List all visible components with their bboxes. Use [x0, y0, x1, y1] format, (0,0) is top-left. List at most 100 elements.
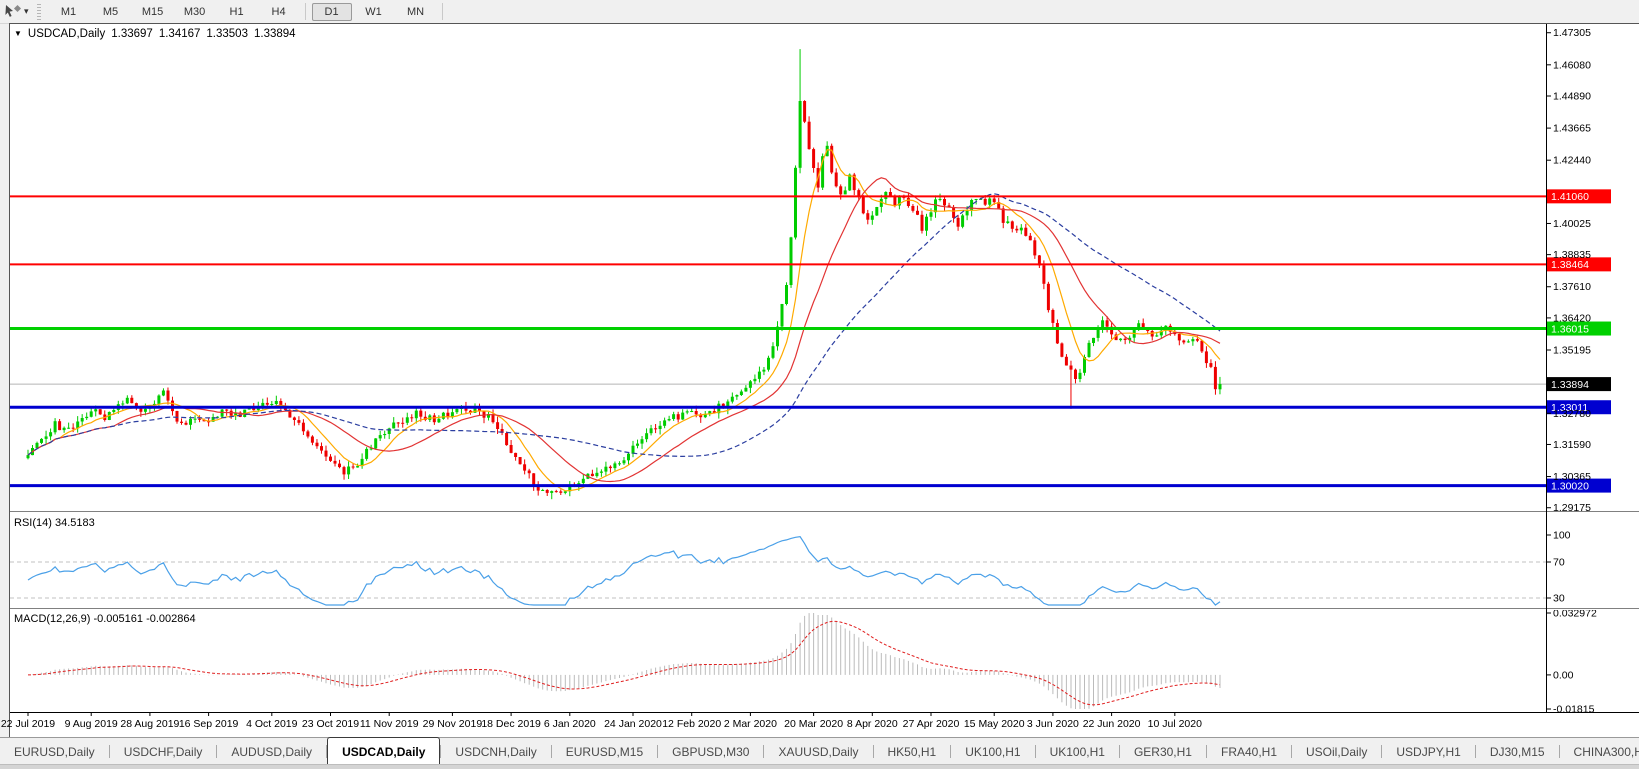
ohlc-open: 1.33697 — [111, 28, 153, 40]
svg-text:10 Jul 2020: 10 Jul 2020 — [1148, 718, 1202, 730]
timeframe-button-m15[interactable]: M15 — [141, 5, 164, 18]
ohlc-high: 1.34167 — [158, 28, 201, 40]
ohlc-close: 1.33894 — [253, 28, 296, 40]
tab-separator — [1291, 745, 1293, 758]
svg-text:11 Nov 2019: 11 Nov 2019 — [360, 718, 419, 730]
svg-text:1.40025: 1.40025 — [1553, 218, 1591, 230]
chart-title: ▼ USDCAD,Daily 1.33697 1.34167 1.33503 1.3389… — [14, 28, 296, 40]
chart-area: 1.41060 1.38464 1.36015 1.33011 1.30020 1.338… — [0, 23, 1639, 737]
tab-separator — [108, 745, 110, 758]
tab-uk100-h1[interactable]: UK100,H1 — [1049, 744, 1105, 759]
status-strip — [0, 764, 1639, 769]
tab-eurusd-daily[interactable]: EURUSD,Daily — [14, 744, 95, 759]
chart-collapse-icon[interactable]: ▼ — [14, 29, 22, 38]
svg-text:9 Aug 2019: 9 Aug 2019 — [65, 718, 118, 730]
tab-separator — [657, 745, 659, 758]
svg-text:22 Jul 2019: 22 Jul 2019 — [1, 718, 55, 730]
tab-china300-h4[interactable]: CHINA300,H4 — [1573, 744, 1639, 759]
svg-text:-0.01815: -0.01815 — [1553, 704, 1595, 716]
svg-text:28 Aug 2019: 28 Aug 2019 — [120, 718, 179, 730]
timeframe-button-mn[interactable]: MN — [406, 5, 425, 18]
svg-text:15 May 2020: 15 May 2020 — [964, 718, 1025, 730]
tab-fra40-h1[interactable]: FRA40,H1 — [1220, 744, 1278, 759]
svg-text:1.44890: 1.44890 — [1553, 91, 1591, 103]
chart-canvas[interactable]: 1.41060 1.38464 1.36015 1.33011 1.30020 1.338… — [0, 23, 1639, 737]
rsi-indicator-label: RSI(14) 34.5183 — [14, 517, 95, 529]
timeframe-button-m5[interactable]: M5 — [102, 5, 119, 18]
svg-text:1.35195: 1.35195 — [1553, 345, 1591, 357]
svg-text:0.00: 0.00 — [1553, 669, 1574, 681]
svg-text:70: 70 — [1553, 557, 1565, 569]
tab-usdchf-daily[interactable]: USDCHF,Daily — [123, 744, 203, 759]
tab-separator — [763, 745, 765, 758]
tab-separator — [1034, 745, 1036, 758]
timeframe-button-m30[interactable]: M30 — [183, 5, 206, 18]
svg-text:20 Mar 2020: 20 Mar 2020 — [784, 718, 843, 730]
timeframe-button-h4[interactable]: H4 — [271, 5, 286, 18]
svg-text:27 Apr 2020: 27 Apr 2020 — [903, 718, 960, 730]
toolbar-grip-handle[interactable] — [36, 3, 41, 20]
timeframe-button-d1[interactable]: D1 — [311, 2, 352, 21]
tab-separator — [550, 745, 552, 758]
ohlc-low: 1.33503 — [206, 28, 248, 40]
chart-symbol: USDCAD,Daily — [27, 28, 106, 40]
svg-text:100: 100 — [1553, 530, 1571, 542]
svg-text:1.38464: 1.38464 — [1551, 259, 1589, 271]
svg-text:1.30020: 1.30020 — [1551, 480, 1589, 492]
tab-usdcnh-daily[interactable]: USDCNH,Daily — [455, 744, 537, 759]
tab-audusd-daily[interactable]: AUDUSD,Daily — [231, 744, 313, 759]
svg-text:8 Apr 2020: 8 Apr 2020 — [847, 718, 898, 730]
tab-gbpusd-m30[interactable]: GBPUSD,M30 — [672, 744, 750, 759]
svg-text:1.38835: 1.38835 — [1553, 249, 1591, 261]
svg-text:6 Jan 2020: 6 Jan 2020 — [544, 718, 596, 730]
tab-dj30-m15[interactable]: DJ30,M15 — [1489, 744, 1545, 759]
svg-text:1.30365: 1.30365 — [1553, 471, 1591, 483]
tab-separator — [872, 745, 874, 758]
tab-usdcad-daily[interactable]: USDCAD,Daily — [327, 737, 441, 765]
svg-text:4 Oct 2019: 4 Oct 2019 — [246, 718, 298, 730]
svg-text:1.31590: 1.31590 — [1553, 439, 1591, 451]
tab-hk50-h1[interactable]: HK50,H1 — [887, 744, 937, 759]
tab-xauusd-daily[interactable]: XAUUSD,Daily — [778, 744, 859, 759]
tab-separator — [216, 745, 218, 758]
svg-text:29 Nov 2019: 29 Nov 2019 — [423, 718, 483, 730]
svg-text:1.43665: 1.43665 — [1553, 123, 1591, 135]
svg-text:18 Dec 2019: 18 Dec 2019 — [481, 718, 541, 730]
tab-separator — [440, 745, 442, 758]
tab-ger30-h1[interactable]: GER30,H1 — [1133, 744, 1192, 759]
svg-text:1.41060: 1.41060 — [1551, 191, 1589, 203]
svg-text:12 Feb 2020: 12 Feb 2020 — [662, 718, 721, 730]
macd-indicator-label: MACD(12,26,9) -0.005161 -0.002864 — [14, 613, 196, 625]
svg-text:1.36420: 1.36420 — [1553, 312, 1591, 324]
svg-text:30: 30 — [1553, 593, 1565, 605]
svg-text:1.33894: 1.33894 — [1551, 379, 1589, 391]
svg-text:16 Sep 2019: 16 Sep 2019 — [179, 718, 239, 730]
svg-text:1.36015: 1.36015 — [1551, 323, 1589, 335]
tab-separator — [1474, 745, 1476, 758]
timeframe-button-m1[interactable]: M1 — [60, 5, 77, 18]
svg-text:1.37610: 1.37610 — [1553, 281, 1591, 293]
tab-separator — [1118, 745, 1120, 758]
svg-text:1.32780: 1.32780 — [1553, 408, 1591, 420]
timeframe-button-h1[interactable]: H1 — [229, 5, 244, 18]
svg-text:2 Mar 2020: 2 Mar 2020 — [724, 718, 777, 730]
chart-tools-group[interactable]: ▾ — [0, 4, 32, 20]
svg-text:1.47305: 1.47305 — [1553, 27, 1591, 39]
svg-text:22 Jun 2020: 22 Jun 2020 — [1083, 718, 1141, 730]
svg-text:1.33011: 1.33011 — [1551, 402, 1588, 414]
chart-tools-icon[interactable] — [3, 4, 23, 20]
dropdown-caret-icon[interactable]: ▾ — [24, 6, 29, 16]
svg-text:0.032972: 0.032972 — [1553, 608, 1597, 620]
tab-uk100-h1[interactable]: UK100,H1 — [965, 744, 1021, 759]
toolbar: ▾ M1 M5 M15 M30 H1 H4 D1 W1 MN — [0, 0, 1639, 24]
tab-usoil-daily[interactable]: USOil,Daily — [1306, 744, 1368, 759]
timeframe-button-w1[interactable]: W1 — [365, 5, 382, 18]
svg-text:1.46080: 1.46080 — [1553, 59, 1591, 71]
tab-separator — [326, 745, 328, 758]
svg-text:23 Oct 2019: 23 Oct 2019 — [302, 718, 359, 730]
tab-usdjpy-h1[interactable]: USDJPY,H1 — [1396, 744, 1461, 759]
tab-separator — [1381, 745, 1383, 758]
svg-text:1.42440: 1.42440 — [1553, 155, 1591, 167]
tab-separator — [1205, 745, 1207, 758]
tab-eurusd-m15[interactable]: EURUSD,M15 — [565, 744, 644, 759]
